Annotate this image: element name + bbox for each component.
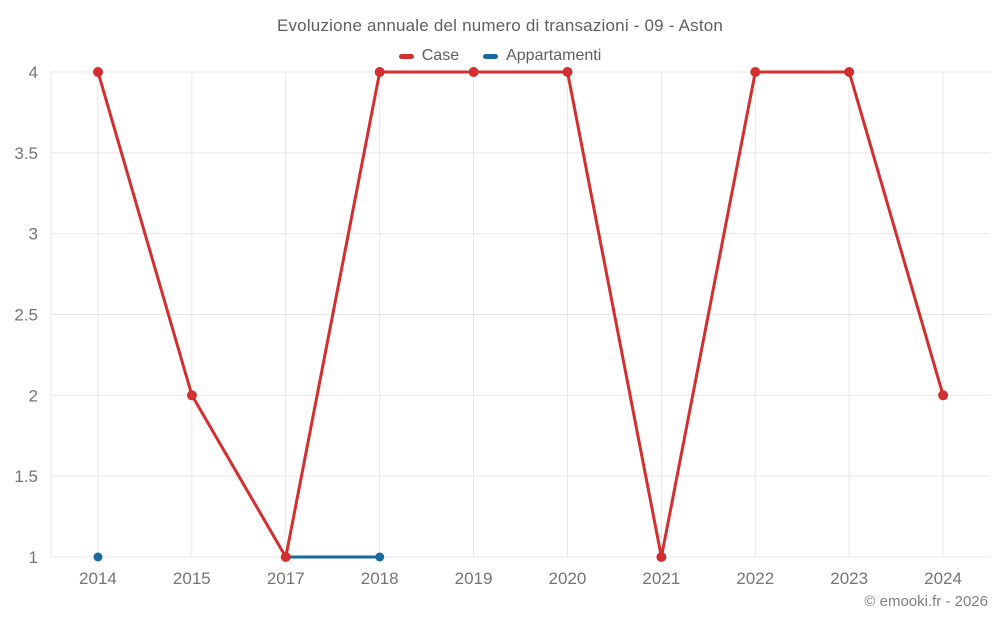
x-tick-label: 2014	[79, 569, 117, 588]
y-tick-label: 4	[29, 63, 38, 82]
point-case-2024[interactable]	[938, 390, 949, 401]
point-case-2023[interactable]	[844, 67, 855, 77]
x-tick-label: 2019	[455, 569, 493, 588]
point-case-2020[interactable]	[562, 67, 573, 77]
x-tick-label: 2021	[642, 569, 680, 588]
y-tick-label: 2.5	[14, 306, 38, 325]
y-tick-label: 3.5	[14, 144, 38, 163]
legend-label-case: Case	[421, 47, 460, 64]
legend-item-appartamenti[interactable]: Appartamenti	[483, 47, 601, 65]
x-tick-label: 2022	[736, 569, 774, 588]
attribution: © emooki.fr - 2026	[864, 593, 988, 610]
point-case-2015[interactable]	[186, 390, 197, 401]
y-tick-label: 1	[29, 548, 38, 567]
point-case-2014[interactable]	[93, 67, 103, 77]
point-case-2017[interactable]	[280, 552, 291, 562]
x-tick-label: 2023	[830, 569, 868, 588]
series-line-case	[96, 70, 945, 559]
legend-item-case[interactable]: Case	[398, 47, 460, 65]
x-tick-label: 2017	[267, 569, 305, 588]
y-tick-label: 3	[29, 225, 38, 244]
point-appartamenti-2014[interactable]	[93, 552, 103, 562]
y-tick-label: 2	[29, 386, 38, 405]
point-case-2021[interactable]	[656, 552, 667, 562]
case-legend-swatch-icon	[398, 53, 414, 59]
point-case-2018[interactable]	[374, 67, 385, 77]
legend-label-appartamenti: Appartamenti	[506, 47, 602, 64]
legend: Case Appartamenti	[0, 47, 1000, 65]
appartamenti-legend-swatch-icon	[483, 53, 499, 59]
point-case-2019[interactable]	[468, 67, 479, 77]
chart-title: Evoluzione annuale del numero di transaz…	[276, 16, 724, 35]
point-case-2022[interactable]	[750, 67, 761, 77]
x-tick-label: 2024	[924, 569, 962, 588]
y-tick-label: 1.5	[14, 467, 38, 486]
x-tick-label: 2018	[361, 569, 399, 588]
x-tick-label: 2015	[173, 569, 211, 588]
point-appartamenti-2018[interactable]	[375, 552, 385, 562]
x-tick-label: 2020	[549, 569, 587, 588]
